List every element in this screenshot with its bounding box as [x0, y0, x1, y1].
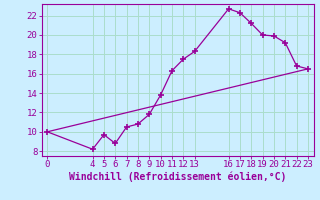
X-axis label: Windchill (Refroidissement éolien,°C): Windchill (Refroidissement éolien,°C) — [69, 172, 286, 182]
